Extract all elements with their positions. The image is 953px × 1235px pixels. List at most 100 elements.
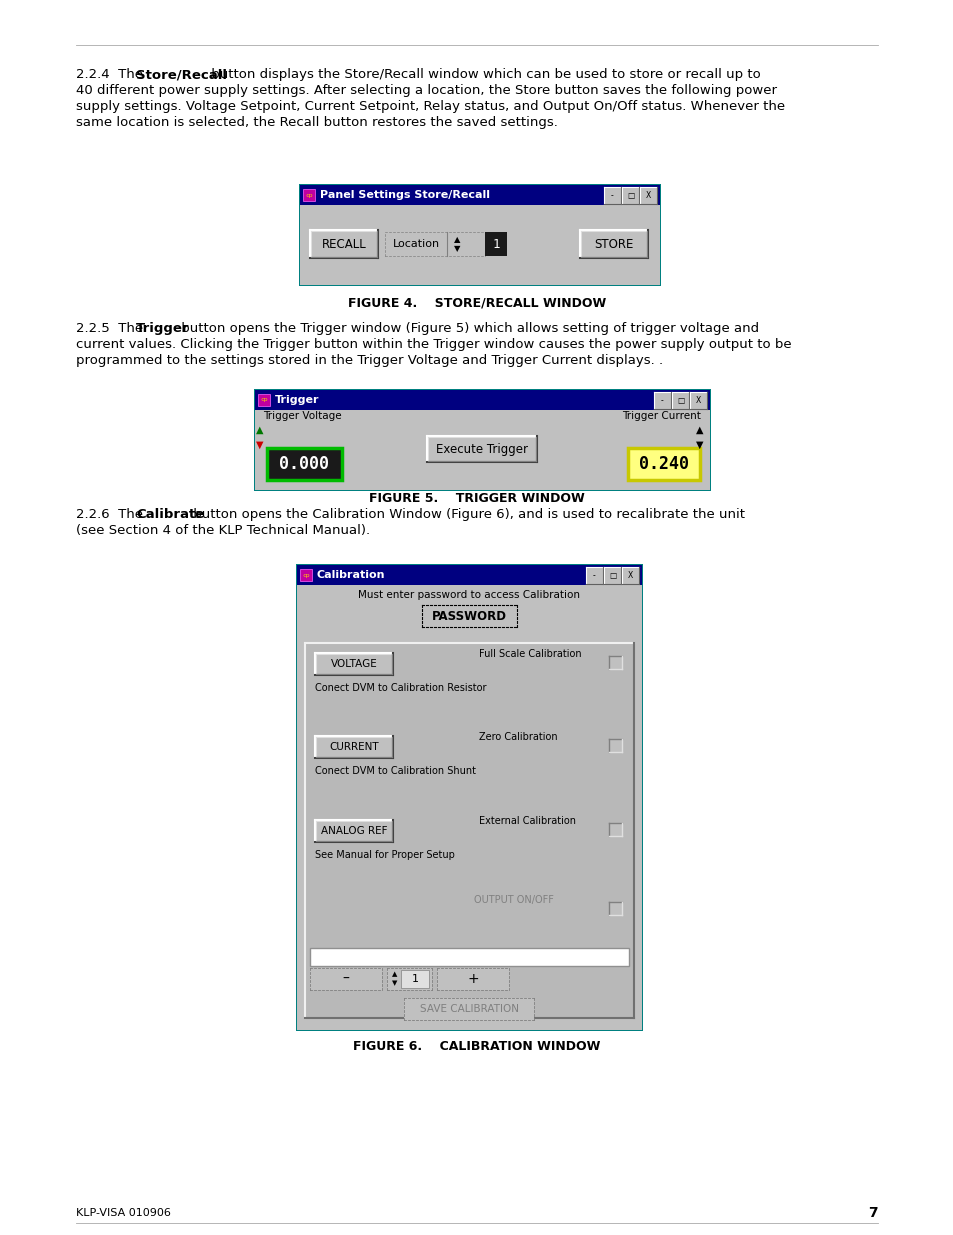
Bar — [295, 564, 642, 1031]
Text: STORE: STORE — [594, 237, 633, 251]
Bar — [621, 186, 639, 204]
Bar — [257, 394, 270, 406]
Text: ▲: ▲ — [696, 425, 703, 435]
Text: X: X — [627, 571, 633, 580]
Bar — [427, 436, 537, 462]
Bar — [689, 391, 706, 409]
Text: ▼: ▼ — [454, 245, 459, 253]
Text: Panel Settings Store/Recall: Panel Settings Store/Recall — [319, 190, 490, 200]
Bar — [314, 653, 393, 676]
Bar — [299, 185, 659, 285]
Text: OUTPUT ON/OFF: OUTPUT ON/OFF — [474, 895, 554, 905]
Text: ▲: ▲ — [392, 972, 397, 978]
Text: Conect DVM to Calibration Shunt: Conect DVM to Calibration Shunt — [314, 767, 476, 777]
Text: ▼: ▼ — [696, 440, 703, 450]
Bar — [254, 390, 709, 410]
Bar — [400, 969, 429, 988]
Text: External Calibration: External Calibration — [479, 815, 576, 826]
Text: -: - — [660, 396, 663, 405]
Text: Execute Trigger: Execute Trigger — [436, 442, 527, 456]
Bar — [608, 740, 621, 752]
Text: Calibration: Calibration — [316, 571, 385, 580]
Text: CURRENT: CURRENT — [329, 742, 378, 752]
Text: Trigger Voltage: Trigger Voltage — [263, 411, 341, 421]
Text: programmed to the settings stored in the Trigger Voltage and Trigger Current dis: programmed to the settings stored in the… — [76, 354, 662, 367]
Text: RECALL: RECALL — [321, 237, 366, 251]
Bar — [585, 567, 602, 584]
Text: ▲: ▲ — [454, 235, 459, 243]
Bar — [299, 185, 659, 205]
Text: □: □ — [608, 571, 616, 580]
Text: button displays the Store/Recall window which can be used to store or recall up : button displays the Store/Recall window … — [207, 68, 760, 82]
Text: cp: cp — [302, 573, 310, 578]
Text: Location: Location — [393, 240, 439, 249]
Bar — [253, 389, 710, 492]
Text: -: - — [593, 571, 596, 580]
Text: supply settings. Voltage Setpoint, Current Setpoint, Relay status, and Output On: supply settings. Voltage Setpoint, Curre… — [76, 100, 784, 112]
Text: 2.2.5  The: 2.2.5 The — [76, 322, 147, 335]
Text: button opens the Trigger window (Figure 5) which allows setting of trigger volta: button opens the Trigger window (Figure … — [177, 322, 759, 335]
Text: current values. Clicking the Trigger button within the Trigger window causes the: current values. Clicking the Trigger but… — [76, 338, 791, 351]
Text: 2.2.4  The: 2.2.4 The — [76, 68, 147, 82]
Text: same location is selected, the Recall button restores the saved settings.: same location is selected, the Recall bu… — [76, 116, 558, 128]
Text: FIGURE 6.    CALIBRATION WINDOW: FIGURE 6. CALIBRATION WINDOW — [353, 1041, 600, 1053]
Bar — [314, 736, 393, 758]
Text: (see Section 4 of the KLP Technical Manual).: (see Section 4 of the KLP Technical Manu… — [76, 524, 370, 537]
Bar — [421, 605, 517, 627]
Text: ANALOG REF: ANALOG REF — [320, 826, 387, 836]
Text: 40 different power supply settings. After selecting a location, the Store button: 40 different power supply settings. Afte… — [76, 84, 776, 98]
Text: cp: cp — [305, 193, 313, 198]
Bar — [298, 184, 660, 287]
Text: Zero Calibration: Zero Calibration — [479, 732, 558, 742]
Text: KLP-VISA 010906: KLP-VISA 010906 — [76, 1208, 171, 1218]
Bar — [299, 569, 312, 580]
Text: 0.000: 0.000 — [279, 454, 329, 473]
Text: □: □ — [626, 191, 634, 200]
Bar — [296, 564, 641, 585]
Bar — [579, 230, 647, 258]
Bar — [671, 391, 688, 409]
Text: –: – — [342, 972, 349, 986]
Bar — [385, 232, 484, 256]
Text: 0.240: 0.240 — [639, 454, 688, 473]
Text: Trigger: Trigger — [274, 395, 319, 405]
Text: ▲: ▲ — [256, 425, 263, 435]
Bar — [254, 390, 709, 490]
Text: cp: cp — [260, 398, 268, 403]
Text: 2.2.6  The: 2.2.6 The — [76, 508, 147, 521]
Bar — [621, 567, 639, 584]
Bar — [310, 948, 628, 966]
Bar — [603, 567, 620, 584]
Text: FIGURE 4.    STORE/RECALL WINDOW: FIGURE 4. STORE/RECALL WINDOW — [348, 296, 605, 310]
Bar — [314, 820, 393, 842]
Bar — [484, 232, 506, 256]
Text: ▼: ▼ — [392, 981, 397, 987]
Bar — [639, 186, 657, 204]
Text: Instruction: Instruction — [441, 956, 497, 966]
Text: X: X — [645, 191, 651, 200]
Text: □: □ — [677, 396, 683, 405]
Text: 7: 7 — [867, 1207, 877, 1220]
Text: See Manual for Proper Setup: See Manual for Proper Setup — [314, 850, 455, 860]
Bar — [296, 564, 641, 1030]
Bar — [436, 968, 509, 990]
Bar — [608, 823, 621, 836]
Bar — [305, 643, 634, 1018]
Text: ▼: ▼ — [256, 440, 263, 450]
Bar — [303, 189, 314, 201]
Bar — [608, 902, 621, 915]
Text: Must enter password to access Calibration: Must enter password to access Calibratio… — [358, 590, 579, 600]
Text: VOLTAGE: VOLTAGE — [331, 659, 377, 669]
Text: FIGURE 5.    TRIGGER WINDOW: FIGURE 5. TRIGGER WINDOW — [369, 492, 584, 505]
Text: Trigger: Trigger — [136, 322, 190, 335]
Bar — [608, 656, 621, 669]
Text: Calibrate: Calibrate — [136, 508, 204, 521]
Bar — [387, 968, 432, 990]
Bar — [603, 186, 620, 204]
Text: PASSWORD: PASSWORD — [432, 610, 506, 622]
Bar — [627, 448, 700, 480]
Text: SAVE CALIBRATION: SAVE CALIBRATION — [419, 1004, 518, 1014]
Text: Store/Recall: Store/Recall — [136, 68, 227, 82]
Text: +: + — [467, 972, 478, 986]
Bar — [404, 998, 534, 1020]
